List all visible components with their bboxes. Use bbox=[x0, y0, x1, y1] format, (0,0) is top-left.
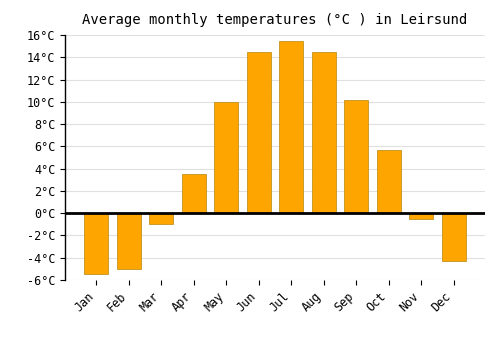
Bar bbox=[312, 52, 336, 213]
Bar bbox=[442, 213, 466, 261]
Bar bbox=[214, 102, 238, 213]
Bar bbox=[84, 213, 108, 274]
Bar bbox=[344, 100, 368, 213]
Bar bbox=[279, 41, 303, 213]
Bar bbox=[409, 213, 434, 219]
Bar bbox=[246, 52, 271, 213]
Bar bbox=[116, 213, 141, 269]
Title: Average monthly temperatures (°C ) in Leirsund: Average monthly temperatures (°C ) in Le… bbox=[82, 13, 468, 27]
Bar bbox=[149, 213, 174, 224]
Bar bbox=[376, 150, 401, 213]
Bar bbox=[182, 174, 206, 213]
